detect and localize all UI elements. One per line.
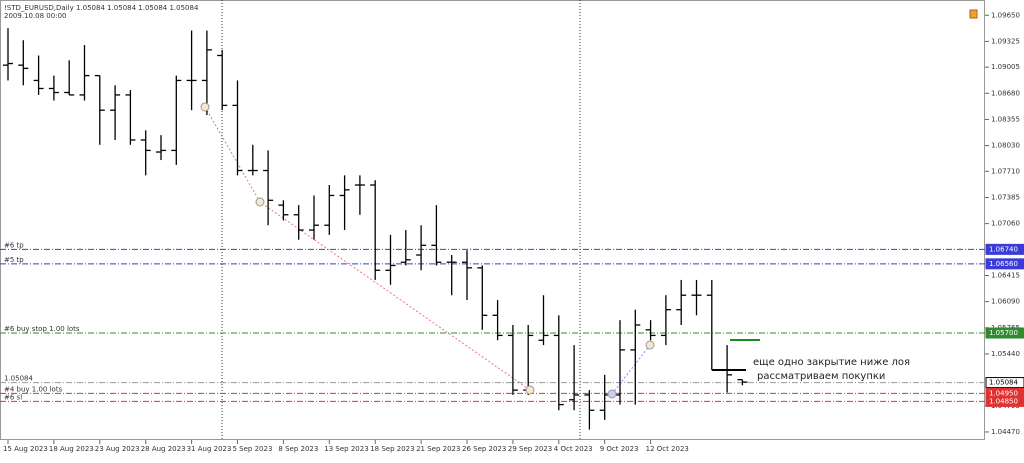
y-tick-label: 1.08680 bbox=[991, 89, 1020, 97]
y-tick-label: 1.09325 bbox=[991, 37, 1020, 45]
x-tick-label: 9 Oct 2023 bbox=[600, 445, 639, 453]
y-tick-label: 1.08355 bbox=[991, 115, 1020, 123]
level-name: #6 buy stop 1.00 lots bbox=[4, 325, 80, 333]
x-tick-label: 28 Aug 2023 bbox=[141, 445, 186, 453]
level-name: #6 tp bbox=[4, 241, 24, 249]
trade-marker bbox=[255, 197, 265, 207]
price-label: 1.06740 bbox=[989, 245, 1018, 253]
price-box bbox=[985, 377, 1024, 389]
x-tick-label: 21 Sep 2023 bbox=[416, 445, 460, 453]
trade-marker bbox=[200, 102, 210, 112]
x-tick-label: 12 Oct 2023 bbox=[646, 445, 689, 453]
x-tick-label: 23 Aug 2023 bbox=[95, 445, 140, 453]
annotation: рассматриваем покупки bbox=[757, 371, 885, 382]
x-tick-label: 15 Aug 2023 bbox=[3, 445, 48, 453]
level-name: #5 tp bbox=[4, 256, 24, 264]
trade-markers bbox=[200, 102, 655, 399]
level-name: 1.05084 bbox=[4, 375, 33, 383]
y-tick-label: 1.04470 bbox=[991, 428, 1020, 436]
x-tick-label: 29 Sep 2023 bbox=[508, 445, 552, 453]
x-tick-label: 31 Aug 2023 bbox=[187, 445, 232, 453]
level-name: #6 sl bbox=[4, 393, 22, 401]
x-tick-label: 8 Sep 2023 bbox=[278, 445, 318, 453]
y-tick-label: 1.08030 bbox=[991, 142, 1020, 150]
chart-title: !STD_EURUSD,Daily 1.05084 1.05084 1.0508… bbox=[4, 4, 199, 12]
x-tick-label: 13 Sep 2023 bbox=[324, 445, 368, 453]
price-box bbox=[985, 258, 1024, 270]
y-tick-label: 1.09005 bbox=[991, 63, 1020, 71]
y-tick-label: 1.05440 bbox=[991, 350, 1020, 358]
price-label: 1.06560 bbox=[989, 260, 1018, 268]
price-box bbox=[985, 243, 1024, 255]
x-tick-label: 26 Sep 2023 bbox=[462, 445, 506, 453]
price-label: 1.04850 bbox=[989, 397, 1018, 405]
trade-marker bbox=[645, 340, 655, 350]
trade-marker bbox=[525, 385, 535, 395]
price-box bbox=[985, 327, 1024, 339]
plot-frame bbox=[0, 0, 985, 440]
expert-icon[interactable] bbox=[969, 9, 978, 19]
level-name: #4 buy 1.00 lots bbox=[4, 385, 63, 393]
y-tick-label: 1.06415 bbox=[991, 272, 1020, 280]
y-tick-label: 1.07060 bbox=[991, 220, 1020, 228]
price-label: 1.05700 bbox=[989, 329, 1018, 337]
price-label: 1.05084 bbox=[989, 379, 1018, 387]
y-tick-label: 1.06090 bbox=[991, 298, 1020, 306]
x-tick-label: 18 Sep 2023 bbox=[370, 445, 414, 453]
x-tick-label: 5 Sep 2023 bbox=[233, 445, 273, 453]
chart-subtitle: 2009.10.08 00:00 bbox=[4, 12, 66, 20]
trade-marker bbox=[607, 389, 617, 399]
y-tick-label: 1.07710 bbox=[991, 167, 1020, 175]
price-box bbox=[985, 395, 1024, 407]
x-tick-label: 18 Aug 2023 bbox=[49, 445, 94, 453]
x-tick-label: 4 Oct 2023 bbox=[554, 445, 593, 453]
y-tick-label: 1.09650 bbox=[991, 11, 1020, 19]
annotation: еще одно закрытие ниже лоя bbox=[753, 357, 910, 368]
price-label: 1.04950 bbox=[989, 389, 1018, 397]
y-tick-label: 1.07385 bbox=[991, 193, 1020, 201]
